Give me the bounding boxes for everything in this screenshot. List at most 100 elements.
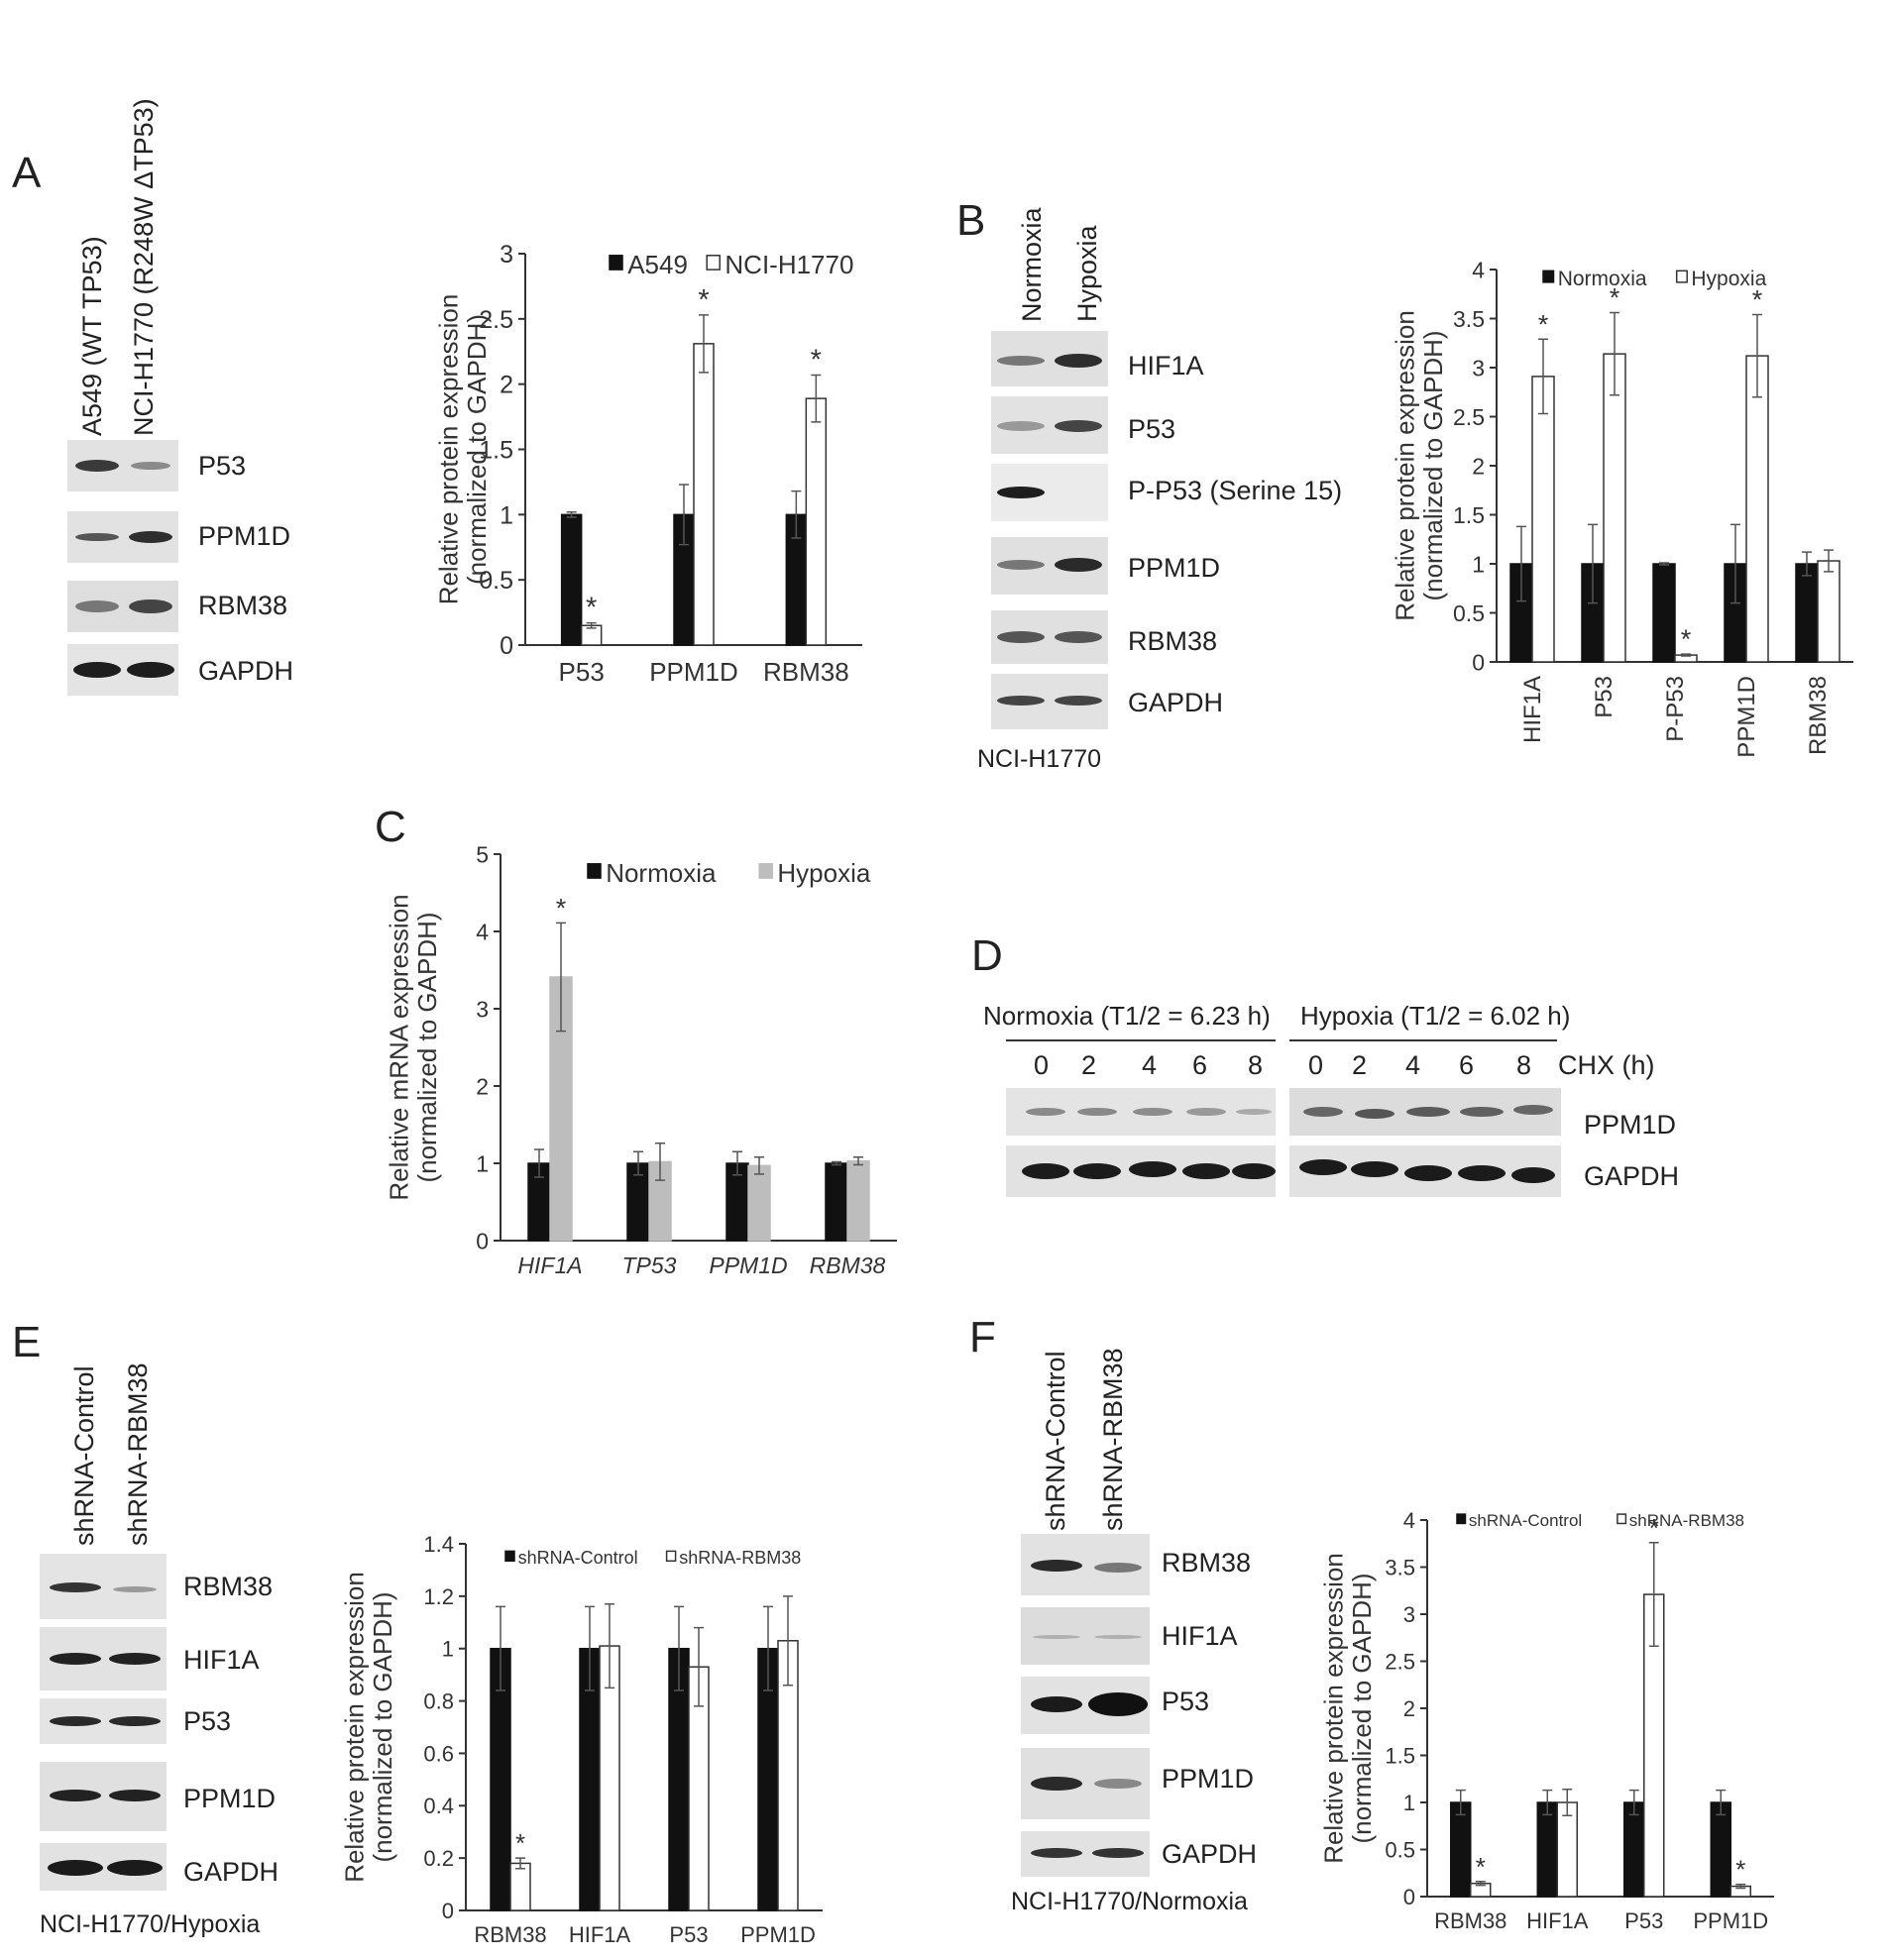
y-tick-label: 4 [1472, 257, 1485, 282]
bar-a549-p53 [560, 513, 583, 646]
timepoint-d-h4: 4 [1405, 1050, 1421, 1080]
y-tick-label: 2.5 [1453, 404, 1485, 430]
significance-star: * [586, 593, 597, 624]
category-label-ppm1d: PPM1D [1693, 1908, 1768, 1933]
error-bar [754, 1156, 764, 1175]
y-tick-label: 1.5 [479, 437, 513, 465]
legend-swatch-shrna-rbm38 [1617, 1513, 1627, 1525]
y-tick-label: 0.5 [1453, 600, 1485, 626]
y-tick-label: 1 [476, 1150, 489, 1176]
error-bar [674, 1605, 684, 1691]
bar-hypoxia-ppm1d [747, 1164, 771, 1242]
bar-nci-h1770-rbm38 [805, 397, 828, 646]
bar-hypoxia-ppm1d [1745, 355, 1769, 663]
y-axis-label-line2: (normalized to GAPDH) [1347, 1573, 1377, 1843]
header-d-hypoxia: Hypoxia (T1/2 = 6.02 h) [1300, 1001, 1571, 1031]
y-tick-label: 0 [476, 1228, 489, 1253]
blot-label-e-ppm1d: PPM1D [183, 1784, 277, 1813]
error-bar [1730, 523, 1740, 604]
error-bar [694, 1626, 704, 1707]
error-bar [605, 1603, 614, 1689]
y-tick-label: 1 [1403, 1791, 1415, 1815]
legend-label-normoxia: Normoxia [606, 858, 717, 888]
lane-label-f-rbm38: shRNA-RBM38 [1098, 1348, 1128, 1531]
y-tick-label: 4 [1403, 1508, 1415, 1533]
blot-label-b-gapdh: GAPDH [1128, 688, 1224, 717]
bar-hypoxia-rbm38 [1817, 560, 1840, 663]
category-label-ppm1d: PPM1D [649, 657, 738, 687]
legend-swatch-shrna-rbm38 [665, 1550, 677, 1563]
legend-swatch-shrna-control [504, 1550, 515, 1563]
error-bar [1475, 1881, 1486, 1887]
blot-label-f-ppm1d: PPM1D [1162, 1764, 1255, 1794]
header-d-normoxia: Normoxia (T1/2 = 6.23 h) [983, 1001, 1271, 1031]
category-label-hif1a: HIF1A [1519, 676, 1546, 743]
lane-label-nci-h1770: NCI-H1770 (R248W ΔTP53) [129, 98, 159, 436]
y-tick-label: 2.5 [479, 306, 513, 334]
bar-shrna-control-hif1a [1536, 1801, 1558, 1898]
error-bar [633, 1150, 643, 1176]
error-bar [496, 1605, 505, 1691]
bar-chart-b: 0 0.5 1 1.5 2 2.5 3 3.5 4 Relative protein expres… [1390, 257, 1853, 758]
header-divider-d [1006, 1039, 1557, 1041]
error-bar [515, 1857, 525, 1870]
timepoint-d-h6: 6 [1459, 1050, 1475, 1080]
lane-label-e-rbm38: shRNA-RBM38 [123, 1362, 153, 1546]
blot-label-e-gapdh: GAPDH [183, 1857, 279, 1887]
y-axis-label-line2: (normalized to GAPDH) [368, 1591, 397, 1862]
category-label-ppm1d: PPM1D [740, 1922, 816, 1947]
cell-line-f: NCI-H1770/Normoxia [1011, 1888, 1248, 1915]
blot-label-b-ppm1d: PPM1D [1128, 553, 1221, 583]
y-tick-label: 2 [1403, 1696, 1415, 1721]
y-tick-label: 3.5 [1385, 1555, 1415, 1579]
y-tick-label: 2 [500, 372, 513, 399]
y-axis-label-line1: Relative protein expression [433, 294, 463, 605]
bar-chart-c: 0 1 2 3 4 5 Relative mRNA expression(normalize… [384, 841, 897, 1278]
error-bar [586, 621, 597, 629]
bar-chart-f: 0 0.5 1 1.5 2 2.5 3 3.5 4 Relative protein expres… [1318, 1508, 1774, 1933]
error-bar [1735, 1883, 1746, 1890]
error-bar [832, 1160, 841, 1166]
category-label-p53: P53 [669, 1922, 708, 1947]
panel-label-d: D [971, 931, 1003, 980]
panel-label-e: E [12, 1318, 42, 1366]
error-bar [1716, 1789, 1727, 1816]
western-blot-f [1021, 1534, 1150, 1877]
category-label-hif1a: HIF1A [1526, 1908, 1589, 1933]
y-tick-label: 2 [1472, 453, 1485, 479]
y-tick-label: 1 [500, 501, 513, 529]
y-tick-label: 1.2 [423, 1584, 454, 1609]
error-bar [1516, 525, 1526, 602]
error-bar [853, 1156, 863, 1166]
y-axis-label-line2: (normalized to GAPDH) [462, 314, 492, 585]
y-tick-label: 0 [500, 632, 513, 660]
error-bar [1562, 1788, 1573, 1817]
blot-label-b-pp53: P-P53 (Serine 15) [1128, 476, 1343, 505]
error-bar [811, 374, 822, 423]
bar-hypoxia-hif1a [1531, 376, 1555, 663]
panel-label-c: C [375, 803, 406, 851]
error-bar [1681, 653, 1691, 657]
timepoint-d-n0: 0 [1034, 1050, 1050, 1080]
bar-normoxia-rbm38 [1795, 563, 1819, 663]
significance-star: * [698, 284, 709, 316]
y-tick-label: 1 [1472, 551, 1485, 577]
y-tick-label: 0.5 [1385, 1837, 1415, 1862]
significance-star: * [515, 1828, 525, 1858]
error-bar [1542, 1789, 1553, 1816]
error-bar [791, 490, 802, 539]
category-label-p-p53: P-P53 [1662, 676, 1689, 742]
bar-normoxia-p-p53 [1652, 563, 1676, 663]
cell-line-e: NCI-H1770/Hypoxia [40, 1910, 261, 1938]
timepoint-d-n4: 4 [1142, 1050, 1158, 1080]
y-tick-label: 0.8 [423, 1688, 454, 1713]
error-bar [763, 1605, 773, 1691]
timepoint-d-h8: 8 [1516, 1050, 1532, 1080]
category-label-hif1a: HIF1A [517, 1252, 582, 1278]
western-blot-b [991, 331, 1108, 729]
legend-swatch-hypoxia [1675, 270, 1688, 283]
blot-label-f-gapdh: GAPDH [1162, 1839, 1258, 1869]
lane-label-hypoxia: Hypoxia [1072, 225, 1102, 322]
legend-swatch-normoxia [587, 863, 602, 879]
error-bar [556, 922, 566, 1033]
